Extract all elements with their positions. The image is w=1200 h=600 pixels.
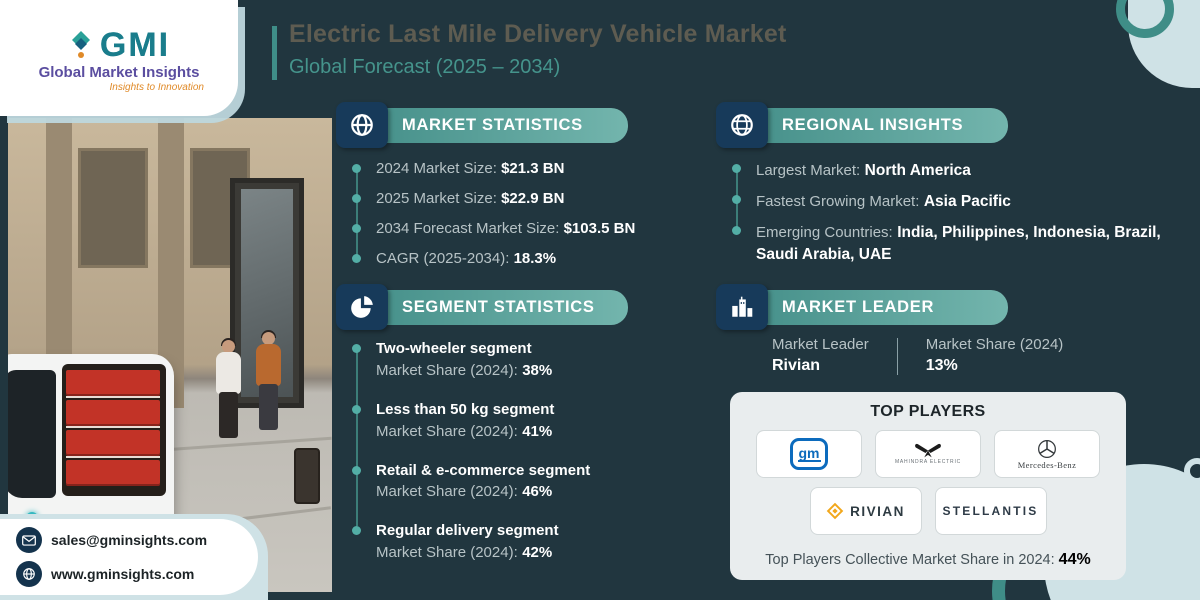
section-title: REGIONAL INSIGHTS — [758, 107, 1008, 143]
brand-name: Global Market Insights — [38, 63, 200, 81]
market-leader-label: Market Leader — [772, 336, 869, 353]
globe-grid-icon — [716, 102, 768, 148]
market-leader-value: Rivian — [772, 357, 821, 374]
top-players-title: TOP PLAYERS — [870, 403, 986, 420]
list-item: 2024 Market Size: $21.3 BN — [350, 160, 640, 178]
title-accent-bar — [272, 26, 277, 80]
globe-icon — [336, 102, 388, 148]
list-item: 2034 Forecast Market Size: $103.5 BN — [350, 220, 640, 238]
section-market-leader-header: MARKET LEADER — [716, 284, 1008, 330]
list-item: Emerging Countries: India, Philippines, … — [730, 222, 1182, 266]
gmi-logo-icon — [68, 29, 94, 61]
player-logo-gm: gm — [756, 430, 862, 478]
market-leader-block: Market Leader Rivian Market Share (2024)… — [772, 336, 1063, 375]
player-logo-rivian: RIVIAN — [809, 487, 922, 535]
top-players-footer: Top Players Collective Market Share in 2… — [765, 551, 1091, 568]
section-title: MARKET STATISTICS — [378, 107, 628, 143]
website-globe-icon — [16, 561, 42, 587]
market-share-value: 13% — [925, 357, 958, 374]
contact-website-text: www.gminsights.com — [51, 566, 195, 582]
mahindra-butterfly-icon — [915, 443, 941, 458]
building-window — [78, 148, 148, 268]
section-title: MARKET LEADER — [758, 289, 1008, 325]
player-logo-stellantis: STELLANTIS — [934, 487, 1047, 535]
market-leader-name-column: Market Leader Rivian — [772, 336, 869, 375]
pie-chart-icon — [336, 284, 388, 330]
segment-statistics-list: Two-wheeler segment Market Share (2024):… — [350, 340, 650, 583]
brand-logo-panel: GMI Global Market Insights Insights to I… — [0, 0, 238, 116]
section-title: SEGMENT STATISTICS — [378, 289, 628, 325]
decorative-dot-right — [1184, 458, 1200, 484]
player-logo-mahindra-electric: MAHINDRA ELECTRIC — [875, 430, 981, 478]
section-regional-insights-header: REGIONAL INSIGHTS — [716, 102, 1008, 148]
regional-insights-list: Largest Market: North America Fastest Gr… — [730, 160, 1182, 275]
top-players-panel: TOP PLAYERS gm MAHINDRA ELECTRIC Mercede… — [730, 392, 1126, 580]
top-players-row-1: gm MAHINDRA ELECTRIC Mercedes-Benz — [730, 430, 1126, 478]
list-item: Two-wheeler segment Market Share (2024):… — [350, 340, 650, 381]
bullet-connector-line — [356, 168, 358, 260]
list-item: Largest Market: North America — [730, 160, 1182, 182]
email-icon — [16, 527, 42, 553]
pod-cargo-bay — [62, 364, 166, 496]
brand-tagline: Insights to Innovation — [109, 81, 204, 93]
bullet-connector-line — [356, 350, 358, 526]
contact-website-link[interactable]: www.gminsights.com — [16, 561, 258, 587]
section-market-statistics-header: MARKET STATISTICS — [336, 102, 628, 148]
section-segment-statistics-header: SEGMENT STATISTICS — [336, 284, 628, 330]
pod-windshield — [8, 370, 56, 498]
list-item: Retail & e-commerce segment Market Share… — [350, 462, 650, 503]
market-share-label: Market Share (2024) — [925, 336, 1064, 353]
list-item: Less than 50 kg segment Market Share (20… — [350, 401, 650, 442]
top-players-row-2: RIVIAN STELLANTIS — [730, 487, 1126, 535]
contact-panel: sales@gminsights.com www.gminsights.com — [0, 519, 258, 595]
list-item: 2025 Market Size: $22.9 BN — [350, 190, 640, 208]
player-logo-mercedes-benz: Mercedes-Benz — [994, 430, 1100, 478]
market-leader-share-column: Market Share (2024) 13% — [926, 336, 1064, 375]
market-statistics-list: 2024 Market Size: $21.3 BN 2025 Market S… — [350, 160, 640, 280]
page-title: Electric Last Mile Delivery Vehicle Mark… — [289, 20, 787, 48]
gmi-logo-text: GMI — [99, 25, 171, 64]
decorative-ring-top-right — [1116, 0, 1174, 38]
page-subtitle: Global Forecast (2025 – 2034) — [289, 56, 561, 78]
vertical-divider — [896, 338, 898, 375]
contact-email-text: sales@gminsights.com — [51, 532, 208, 548]
list-item: CAGR (2025-2034): 18.3% — [350, 250, 640, 268]
street-cart — [294, 448, 320, 504]
buildings-icon — [716, 284, 768, 330]
delivery-vehicle-photo — [8, 118, 332, 592]
list-item: Regular delivery segment Market Share (2… — [350, 522, 650, 563]
rivian-compass-icon — [826, 502, 844, 520]
mercedes-star-icon — [1038, 439, 1056, 458]
list-item: Fastest Growing Market: Asia Pacific — [730, 191, 1182, 213]
gm-logo-icon: gm — [790, 438, 828, 470]
contact-email-link[interactable]: sales@gminsights.com — [16, 527, 258, 553]
